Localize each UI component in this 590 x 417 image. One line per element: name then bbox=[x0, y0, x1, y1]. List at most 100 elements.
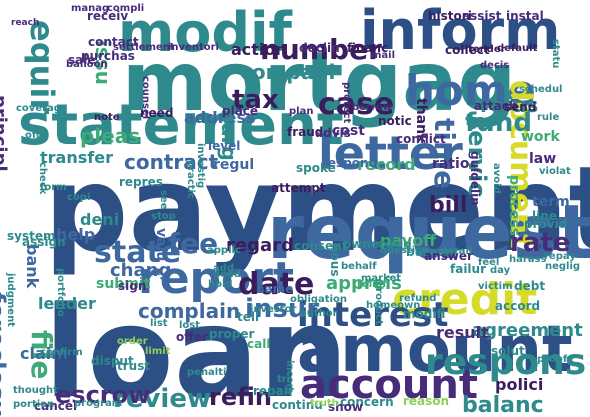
word-process: process bbox=[506, 175, 522, 237]
word-thought: thought bbox=[13, 385, 58, 396]
word-coverag: coverag bbox=[16, 103, 61, 114]
word-instal: instal bbox=[506, 9, 544, 23]
word-limit: limit bbox=[145, 346, 171, 357]
word-chang: chang bbox=[110, 260, 172, 281]
word-detail: detail bbox=[440, 246, 473, 257]
word-tell: tell bbox=[237, 310, 260, 324]
word-home: home bbox=[405, 66, 537, 115]
word-repres: repres bbox=[119, 175, 163, 189]
word-proper: proper bbox=[209, 327, 255, 341]
word-date: date bbox=[238, 267, 315, 302]
word-investig: investig bbox=[195, 143, 206, 189]
word-lender: lender bbox=[38, 294, 96, 313]
word-deed: deed bbox=[213, 269, 241, 280]
word-financ: financ bbox=[347, 41, 389, 55]
word-contract: contract bbox=[124, 150, 219, 174]
word-applic: applic bbox=[207, 245, 241, 256]
word-portfolio: portfolio bbox=[55, 268, 66, 317]
word-confirm: confirm bbox=[40, 347, 83, 358]
word-settlement: settlement bbox=[113, 42, 175, 53]
word-investor: investor bbox=[250, 304, 297, 315]
word-judgment: judgment bbox=[5, 273, 16, 327]
word-name: name bbox=[256, 282, 294, 296]
word-law: law bbox=[529, 151, 557, 167]
word-author: author bbox=[300, 308, 338, 319]
word-victim: victim bbox=[478, 281, 513, 292]
word-bill: bill bbox=[429, 193, 468, 218]
word-statu: statu bbox=[550, 39, 561, 69]
word-account: account bbox=[300, 362, 478, 408]
word-compli: compli bbox=[107, 3, 145, 14]
word-call: call bbox=[247, 337, 271, 351]
word-modif: modif bbox=[118, 1, 293, 64]
word-obligation: obligation bbox=[290, 294, 347, 305]
word-rate: rate bbox=[510, 228, 571, 258]
word-day: day bbox=[490, 265, 511, 276]
word-continu: continu bbox=[272, 398, 323, 412]
word-form: form bbox=[40, 182, 67, 193]
word-claim: claim bbox=[20, 344, 68, 363]
word-refus: refus bbox=[480, 93, 539, 117]
word-truth: truth bbox=[310, 398, 339, 409]
word-time: time bbox=[428, 118, 461, 190]
word-modifi: modifi bbox=[403, 307, 446, 321]
word-tender: tender bbox=[468, 44, 506, 55]
word-spoke: spoke bbox=[296, 161, 336, 175]
word-declin: declin bbox=[299, 41, 340, 55]
word-address: address bbox=[184, 108, 256, 127]
word-interest: interest bbox=[297, 295, 449, 335]
word-work: work bbox=[521, 129, 560, 145]
word-refund: refund bbox=[399, 293, 437, 304]
word-term: term bbox=[532, 194, 570, 210]
word-sale: sale bbox=[68, 53, 96, 67]
word-hous: hous bbox=[328, 244, 342, 277]
word-case: case bbox=[318, 87, 395, 122]
word-line: line bbox=[532, 209, 557, 223]
word-rule: rule bbox=[537, 112, 560, 123]
word-attempt: attempt bbox=[271, 181, 326, 195]
word-receiv: receiv bbox=[87, 9, 129, 23]
word-cost: cost bbox=[332, 123, 365, 139]
word-loan: loan bbox=[44, 279, 349, 417]
word-counsel: counsel bbox=[140, 76, 151, 120]
word-attach: attach bbox=[474, 99, 518, 113]
word-transfer: transfer bbox=[40, 148, 113, 167]
word-provid: provid bbox=[524, 217, 568, 231]
word-escrow: escrow bbox=[55, 381, 151, 409]
word-decis: decis bbox=[480, 60, 510, 71]
word-disput: disput bbox=[91, 354, 134, 368]
word-add: add bbox=[213, 263, 235, 274]
word-bureau: bureau bbox=[406, 245, 454, 259]
word-stop: stop bbox=[151, 211, 176, 222]
word-review: review bbox=[113, 384, 211, 414]
word-tax: tax bbox=[232, 85, 279, 115]
word-hold: hold bbox=[208, 279, 233, 290]
word-report: report bbox=[138, 253, 294, 304]
word-proof: proof bbox=[537, 354, 568, 365]
word-inform: inform bbox=[360, 0, 561, 62]
word-amount: amount bbox=[297, 313, 573, 387]
word-send: send bbox=[504, 100, 537, 114]
word-see: see bbox=[158, 190, 169, 210]
word-offic: offic bbox=[25, 130, 49, 141]
word-portion: portion bbox=[13, 399, 55, 410]
word-help: help bbox=[56, 225, 96, 244]
word-principl: principl bbox=[0, 95, 10, 172]
word-sign: sign bbox=[118, 279, 147, 293]
word-lost: lost bbox=[179, 320, 201, 331]
word-regul: regul bbox=[213, 157, 255, 173]
word-harass: harass bbox=[509, 254, 547, 265]
word-fraud: fraud bbox=[287, 125, 324, 139]
word-manag: manag bbox=[71, 3, 110, 14]
word-appreis: appreis bbox=[326, 273, 402, 294]
word-assign: assign bbox=[22, 235, 66, 249]
word-credit: credit bbox=[392, 274, 538, 325]
word-mail: mail bbox=[371, 50, 396, 61]
word-mortgag: mortgag bbox=[122, 35, 517, 130]
word-offer: offer bbox=[176, 330, 209, 344]
word-trust: trust bbox=[117, 359, 151, 373]
word-accord: accord bbox=[495, 299, 541, 313]
word-valu: valu bbox=[153, 228, 169, 262]
word-note: note bbox=[94, 112, 120, 123]
word-compani: compani bbox=[240, 60, 336, 84]
